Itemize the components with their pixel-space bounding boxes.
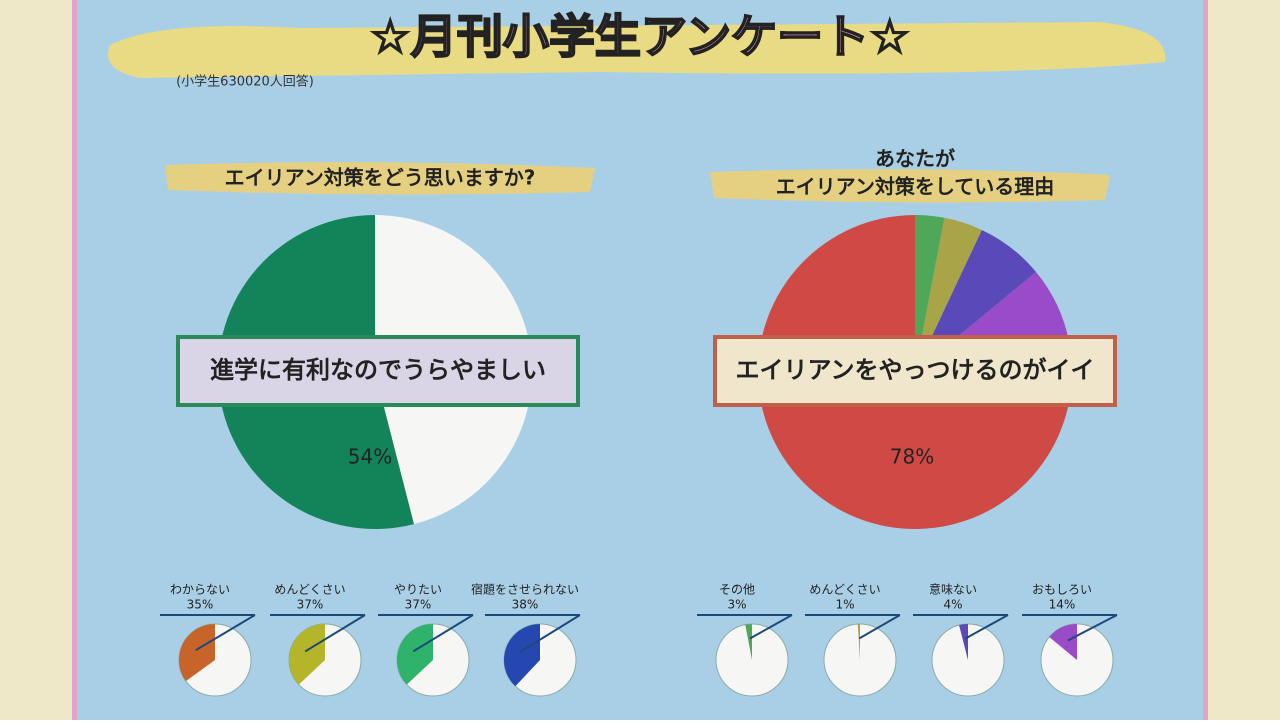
pointer-line	[519, 614, 581, 653]
pie-slice	[745, 624, 752, 660]
slice-label: おもしろい	[1032, 583, 1092, 597]
value-label: 1%	[835, 598, 854, 612]
slice-label: エイリアンをやっつけるのがイイ	[735, 356, 1094, 384]
label-box	[713, 335, 1117, 407]
value-label: 14%	[1049, 598, 1076, 612]
charts: エイリアン対策をどう思いますか? 進学に有利なのでうらやましい 54% あなたがエイリ…	[160, 147, 1118, 697]
title-band	[108, 22, 1166, 78]
value-label: 78%	[890, 445, 934, 469]
value-label: 54%	[348, 445, 392, 469]
value-label: 38%	[512, 598, 539, 612]
right-border	[1206, 0, 1280, 720]
title: ☆月刊小学生アンケート☆	[370, 10, 911, 64]
pie-slice	[178, 624, 215, 682]
slice-label: その他	[719, 583, 755, 597]
value-label: 35%	[187, 598, 214, 612]
slice-label: やりたい	[394, 583, 442, 597]
pointer-line	[1067, 614, 1118, 642]
pie-slice	[1049, 624, 1077, 660]
pie-slice	[915, 217, 982, 372]
frame-line	[72, 0, 77, 720]
value-label: 3%	[727, 598, 746, 612]
subtitle: (小学生630020人回答)	[176, 74, 314, 90]
value-label: 4%	[943, 598, 962, 612]
pointer-line	[304, 614, 366, 653]
question: あなたが	[875, 147, 955, 171]
pointer-line	[964, 614, 1009, 640]
slice-label: 意味ない	[929, 582, 977, 597]
left-border	[0, 0, 74, 720]
pointer-line	[858, 614, 901, 640]
value-label: 37%	[297, 598, 324, 612]
pointer-line	[749, 614, 793, 640]
pie-slice	[915, 215, 945, 372]
value-label: 37%	[405, 598, 432, 612]
slice-label: 宿題をさせられない	[471, 582, 579, 597]
frame-line	[1203, 0, 1208, 720]
slice-label: わからない	[170, 583, 230, 597]
slice-label: めんどくさい	[809, 583, 880, 597]
label-box	[176, 335, 580, 407]
question-band	[165, 162, 595, 195]
pointer-line	[195, 614, 256, 652]
slice-label: 進学に有利なのでうらやましい	[210, 356, 546, 384]
pie-slice	[289, 624, 325, 685]
pie-slice	[397, 624, 433, 685]
pie-slice	[857, 624, 860, 660]
question: エイリアン対策をどう思いますか?	[225, 166, 536, 190]
pointer-line	[412, 614, 474, 653]
question-band	[710, 169, 1110, 203]
pie-slice	[959, 624, 968, 660]
pie-slice	[504, 624, 540, 687]
question: エイリアン対策をしている理由	[776, 175, 1055, 199]
slice-label: めんどくさい	[274, 583, 345, 597]
